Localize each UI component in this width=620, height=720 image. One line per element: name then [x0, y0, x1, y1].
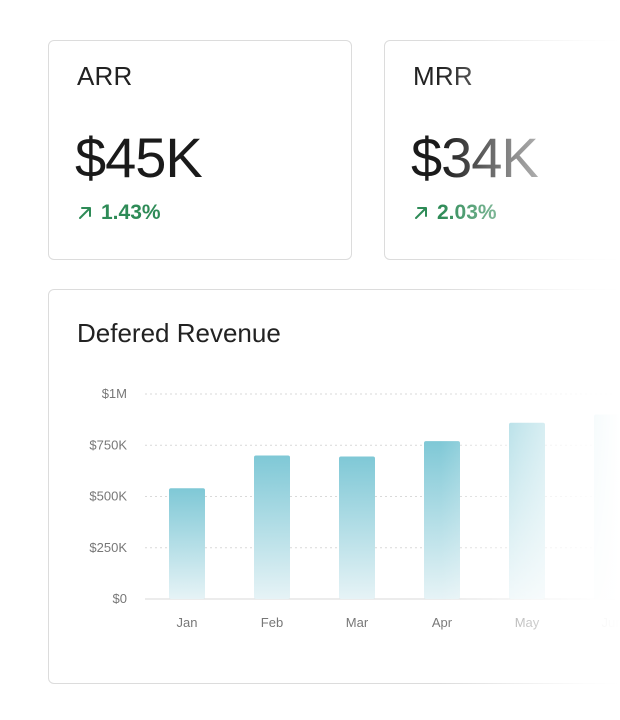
arr-change-value: 1.43%: [101, 201, 161, 224]
arrow-up-right-icon: [415, 207, 427, 219]
arr-label: ARR: [77, 61, 133, 91]
bar-may[interactable]: [509, 422, 545, 599]
arrow-up-right-icon: [79, 207, 91, 219]
mrr-card: MRR $34K 2.03%: [384, 40, 620, 260]
y-tick-label: $1M: [102, 386, 127, 401]
arr-change: 1.43%: [77, 201, 161, 225]
mrr-change-value: 2.03%: [437, 201, 497, 224]
mrr-label: MRR: [413, 61, 473, 91]
arr-value: $45K: [75, 126, 203, 189]
x-tick-label: Jun: [602, 615, 620, 630]
bar-jan[interactable]: [169, 488, 205, 599]
chart-title: Defered Revenue: [77, 318, 281, 348]
deferred-revenue-card: Defered Revenue $0 $250K $500K $750K $1M Jan F…: [48, 289, 620, 684]
x-tick-label: Mar: [346, 615, 369, 630]
y-tick-label: $750K: [89, 437, 127, 452]
arr-card: ARR $45K 1.43%: [48, 40, 352, 260]
y-tick-label: $500K: [89, 489, 127, 504]
y-tick-label: $250K: [89, 540, 127, 555]
bar-feb[interactable]: [254, 455, 290, 600]
x-tick-label: Feb: [261, 615, 283, 630]
bar-jun[interactable]: [594, 414, 620, 600]
x-tick-label: May: [515, 615, 540, 630]
bar-mar[interactable]: [339, 456, 375, 599]
mrr-change: 2.03%: [413, 201, 497, 225]
bar-apr[interactable]: [424, 441, 460, 599]
mrr-value: $34K: [411, 126, 539, 189]
deferred-revenue-chart: $0 $250K $500K $750K $1M Jan Feb Mar Apr May Jun: [89, 386, 620, 630]
y-tick-label: $0: [113, 591, 127, 606]
x-tick-label: Apr: [432, 615, 453, 630]
x-tick-label: Jan: [177, 615, 198, 630]
